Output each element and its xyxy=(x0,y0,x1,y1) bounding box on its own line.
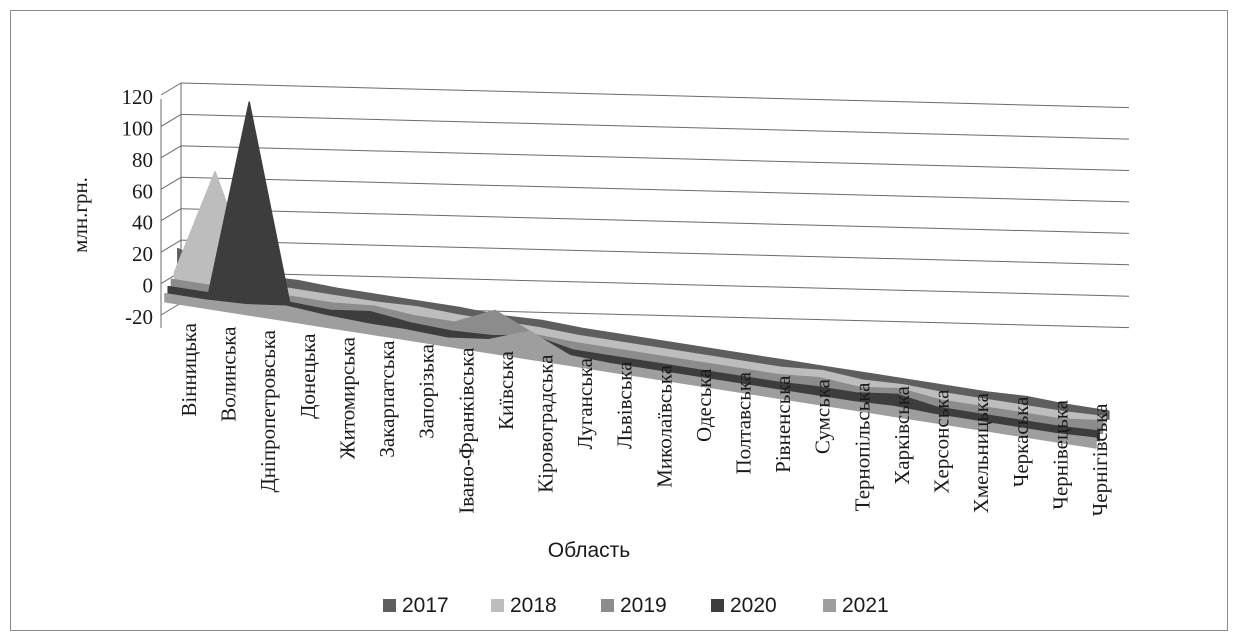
y-tick-label: 80 xyxy=(132,148,153,172)
y-tick-label: 20 xyxy=(132,242,153,266)
y-tick-label: 0 xyxy=(143,274,154,298)
legend-label: 2018 xyxy=(510,594,557,617)
x-axis-label: Область xyxy=(548,539,630,562)
grid-line xyxy=(180,113,1130,140)
category-labels: Вінницька Волинська Дніпропетровська Донець… xyxy=(177,322,1112,516)
legend-label: 2020 xyxy=(730,594,777,617)
grid-line-side xyxy=(160,145,182,159)
category-label: Дніпропетровська xyxy=(256,329,280,492)
legend-swatch-2021 xyxy=(823,599,836,612)
legend-swatch-2019 xyxy=(601,599,614,612)
grid-line xyxy=(180,176,1130,203)
y-tick-label: 120 xyxy=(122,85,154,109)
legend-swatch-2017 xyxy=(383,599,396,612)
y-axis-ticks: -20 0 20 40 60 80 100 120 xyxy=(122,85,154,329)
y-tick-label: 100 xyxy=(122,116,154,140)
grid-line xyxy=(180,271,1130,297)
category-label: Чернігівська xyxy=(1088,403,1112,517)
category-label: Миколаївська xyxy=(652,364,676,487)
legend: 2017 2018 2019 2020 2021 xyxy=(383,594,889,617)
category-label: Черкаська xyxy=(1009,396,1033,487)
grid-line xyxy=(180,82,1130,109)
grid-line-side xyxy=(160,239,182,253)
category-label: Полтавська xyxy=(732,371,756,474)
category-label: Житомирська xyxy=(335,336,359,459)
legend-swatch-2020 xyxy=(711,599,724,612)
category-label: Чернівецька xyxy=(1048,399,1072,509)
grid-layer xyxy=(160,82,1130,329)
category-label: Одеська xyxy=(692,368,716,442)
grid-line xyxy=(180,208,1130,234)
category-label: Сумська xyxy=(811,378,835,454)
grid-line xyxy=(180,239,1130,266)
category-label: Запорізька xyxy=(415,343,439,438)
category-label: Донецька xyxy=(296,333,320,419)
category-label: Харківська xyxy=(890,385,914,485)
legend-label: 2019 xyxy=(620,594,667,617)
legend-label: 2017 xyxy=(402,594,449,617)
category-label: Тернопільська xyxy=(850,382,874,511)
y-tick-label: 40 xyxy=(132,211,153,235)
y-tick-label: -20 xyxy=(125,305,153,329)
category-label: Закарпатська xyxy=(375,340,399,458)
grid-line-side xyxy=(160,113,182,127)
series-layer xyxy=(164,101,1110,449)
category-label: Кіровоградська xyxy=(534,354,558,493)
grid-line xyxy=(180,145,1130,172)
category-label: Київська xyxy=(494,350,518,430)
chart-frame: -20 0 20 40 60 80 100 120 Вінницька Волинська Дні… xyxy=(10,10,1228,631)
category-label: Хмельницька xyxy=(969,392,993,513)
legend-label: 2021 xyxy=(842,594,889,617)
category-label: Івано-Франківська xyxy=(454,347,478,514)
grid-line-side xyxy=(160,302,182,316)
category-label: Волинська xyxy=(217,326,241,422)
grid-line-side xyxy=(160,208,182,222)
chart-area: -20 0 20 40 60 80 100 120 Вінницька Волинська Дні… xyxy=(68,82,1130,617)
category-label: Вінницька xyxy=(177,322,201,416)
category-label: Херсонська xyxy=(930,389,954,494)
legend-swatch-2018 xyxy=(491,599,504,612)
y-axis-label: млн.грн. xyxy=(68,177,92,253)
series-area-2021 xyxy=(164,293,1097,449)
grid-line-side xyxy=(160,82,182,96)
category-label: Рівненська xyxy=(771,375,795,473)
category-label: Луганська xyxy=(573,357,597,449)
grid-line-side xyxy=(160,176,182,190)
category-label: Львівська xyxy=(613,361,637,449)
y-tick-label: 60 xyxy=(132,179,153,203)
